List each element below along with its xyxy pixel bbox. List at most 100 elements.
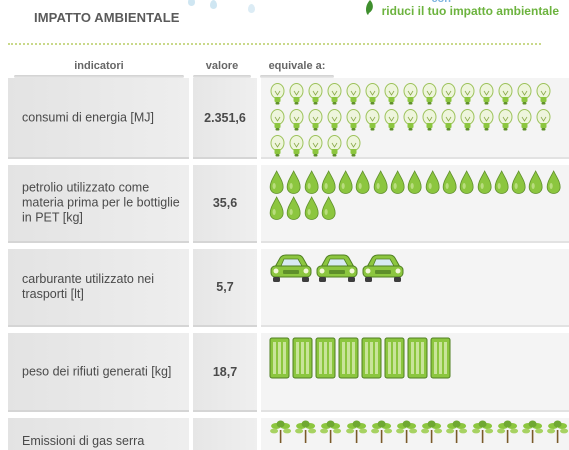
indicator-cell: petrolio utilizzato come materia prima p… bbox=[8, 165, 189, 243]
lightbulb-icon bbox=[479, 109, 494, 131]
lightbulb-icon bbox=[517, 83, 532, 105]
lightbulb-icon bbox=[346, 135, 361, 157]
lightbulb-icon bbox=[270, 109, 285, 131]
leaf-icon bbox=[366, 0, 373, 15]
lightbulb-icon bbox=[327, 109, 342, 131]
oil-drop-icon bbox=[494, 170, 509, 194]
lightbulb-icon bbox=[289, 135, 304, 157]
value-cell: 2.351,6 bbox=[193, 78, 257, 159]
lightbulb-icon bbox=[498, 83, 513, 105]
lightbulb-icon bbox=[365, 83, 380, 105]
lightbulb-icon bbox=[422, 83, 437, 105]
waste-bin-icon-group bbox=[268, 336, 569, 380]
header-divider bbox=[8, 43, 541, 45]
oil-drop-icon bbox=[269, 196, 284, 220]
equivalent-cell bbox=[261, 418, 569, 450]
tree-icon bbox=[421, 420, 443, 443]
lightbulb-icon bbox=[536, 83, 551, 105]
lightbulb-icon bbox=[346, 83, 361, 105]
oil-drop-icon bbox=[287, 170, 301, 194]
table-row-oil: petrolio utilizzato come materia prima p… bbox=[8, 165, 569, 243]
lightbulb-icon bbox=[403, 109, 418, 131]
indicator-label: peso dei rifiuti generati [kg] bbox=[22, 364, 172, 378]
header-faded-text: con bbox=[431, 0, 451, 5]
oil-drop-icon bbox=[442, 170, 457, 194]
oil-drop-icon bbox=[373, 170, 388, 194]
oil-drop-icon bbox=[390, 170, 405, 194]
waste-bin-icon bbox=[384, 337, 405, 379]
lightbulb-icon bbox=[346, 109, 361, 131]
lightbulb-icon bbox=[441, 83, 456, 105]
lightbulb-icon bbox=[460, 83, 475, 105]
tree-icon bbox=[521, 420, 543, 443]
lightbulb-icon bbox=[308, 109, 323, 131]
header-slogan: riduci il tuo impatto ambientale bbox=[381, 4, 559, 18]
lightbulb-icon bbox=[479, 83, 494, 105]
tree-icon bbox=[396, 420, 418, 443]
indicator-value: 35,6 bbox=[212, 196, 238, 210]
waste-bin-icon bbox=[315, 337, 336, 379]
equivalent-cell bbox=[261, 78, 569, 159]
indicator-cell: carburante utilizzato nei trasporti [lt] bbox=[8, 249, 189, 327]
lightbulb-icon bbox=[422, 109, 437, 131]
tree-icon bbox=[345, 420, 367, 443]
lightbulb-icon bbox=[270, 83, 285, 105]
value-cell bbox=[193, 418, 257, 450]
indicator-value: 2.351,6 bbox=[204, 110, 246, 125]
lightbulb-icon bbox=[460, 109, 475, 131]
oil-drop-icon bbox=[425, 170, 440, 194]
table-row-energy: consumi di energia [MJ] 2.351,6 bbox=[8, 78, 569, 159]
waste-bin-icon bbox=[269, 337, 290, 379]
lightbulb-icon bbox=[498, 109, 513, 131]
column-header-value: valore bbox=[193, 59, 251, 78]
column-header-equivalent: equivale a: bbox=[260, 59, 334, 78]
car-icon-group bbox=[268, 250, 569, 288]
tree-icon bbox=[446, 420, 468, 443]
indicator-value: 5,7 bbox=[216, 280, 234, 294]
lightbulb-icon bbox=[289, 109, 304, 131]
oil-drop-icon bbox=[546, 170, 561, 194]
waste-bin-icon bbox=[292, 337, 313, 379]
waste-bin-icon bbox=[361, 337, 382, 379]
lightbulb-icon-group bbox=[268, 82, 569, 160]
lightbulb-icon bbox=[384, 109, 399, 131]
table-row-emissions: Emissioni di gas serra bbox=[8, 418, 569, 450]
tree-icon bbox=[370, 420, 392, 443]
lightbulb-icon bbox=[270, 135, 285, 157]
tree-icon bbox=[320, 420, 342, 443]
lightbulb-icon bbox=[289, 83, 304, 105]
car-icon bbox=[316, 254, 358, 282]
waste-bin-icon bbox=[338, 337, 359, 379]
lightbulb-icon bbox=[517, 109, 532, 131]
lightbulb-icon bbox=[365, 109, 380, 131]
lightbulb-icon bbox=[308, 83, 323, 105]
section-title: IMPATTO AMBIENTALE bbox=[34, 10, 180, 25]
lightbulb-icon bbox=[327, 135, 342, 157]
lightbulb-icon bbox=[441, 109, 456, 131]
oil-drop-icon bbox=[287, 196, 301, 220]
indicator-label: Emissioni di gas serra bbox=[22, 434, 145, 448]
car-icon bbox=[362, 254, 404, 282]
oil-drop-icon bbox=[511, 170, 526, 194]
oil-drop-icon bbox=[408, 170, 422, 194]
lightbulb-icon bbox=[327, 83, 342, 105]
oil-drop-icon bbox=[477, 170, 492, 194]
indicator-label: petrolio utilizzato come materia prima p… bbox=[22, 180, 180, 225]
oil-drop-icon bbox=[304, 196, 319, 220]
oil-drop-icon bbox=[321, 196, 336, 220]
lightbulb-icon bbox=[384, 83, 399, 105]
oil-drop-icon bbox=[304, 170, 319, 194]
lightbulb-icon bbox=[536, 109, 551, 131]
value-cell: 5,7 bbox=[193, 249, 257, 327]
oil-drop-icon bbox=[460, 170, 474, 194]
tree-icon bbox=[270, 420, 292, 443]
indicator-value: 18,7 bbox=[212, 364, 238, 379]
oil-drop-icon bbox=[338, 170, 353, 194]
indicator-cell: consumi di energia [MJ] bbox=[8, 78, 189, 159]
tree-icon bbox=[295, 420, 317, 443]
equivalent-cell bbox=[261, 249, 569, 327]
value-cell: 18,7 bbox=[193, 333, 257, 412]
equivalent-cell bbox=[261, 333, 569, 412]
column-header-indicators: indicatori bbox=[14, 59, 184, 78]
tree-icon-group bbox=[268, 420, 569, 444]
